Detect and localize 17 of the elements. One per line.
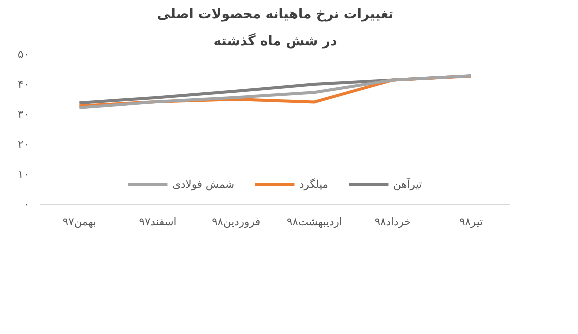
legend-label: تیرآهن [394,178,422,190]
y-tick-label: ۱۰ [18,168,30,181]
y-tick-label: ۰ [24,198,30,211]
x-tick-label: تیر۹۸ [460,216,484,228]
x-tick-label: اردیبهشت۹۸ [286,216,342,228]
x-tick-label: اسفند۹۷ [139,216,177,228]
x-tick-label: خرداد۹۸ [374,216,412,228]
x-tick-label: فروردین۹۸ [212,216,261,228]
legend-label: میلگرد [300,178,329,190]
chart-subtitle: در شش ماه گذشته [214,32,338,50]
y-tick-label: ۴۰ [18,78,30,91]
legend-label: شمش فولادی [172,178,235,190]
y-tick-label: ۵۰ [18,48,30,61]
x-tick-label: بهمن۹۷ [62,216,97,228]
chart-title: تغییرات نرخ ماهیانه محصولات اصلی [157,8,394,22]
y-tick-label: ۳۰ [18,108,30,121]
y-tick-label: ۲۰ [18,138,30,151]
